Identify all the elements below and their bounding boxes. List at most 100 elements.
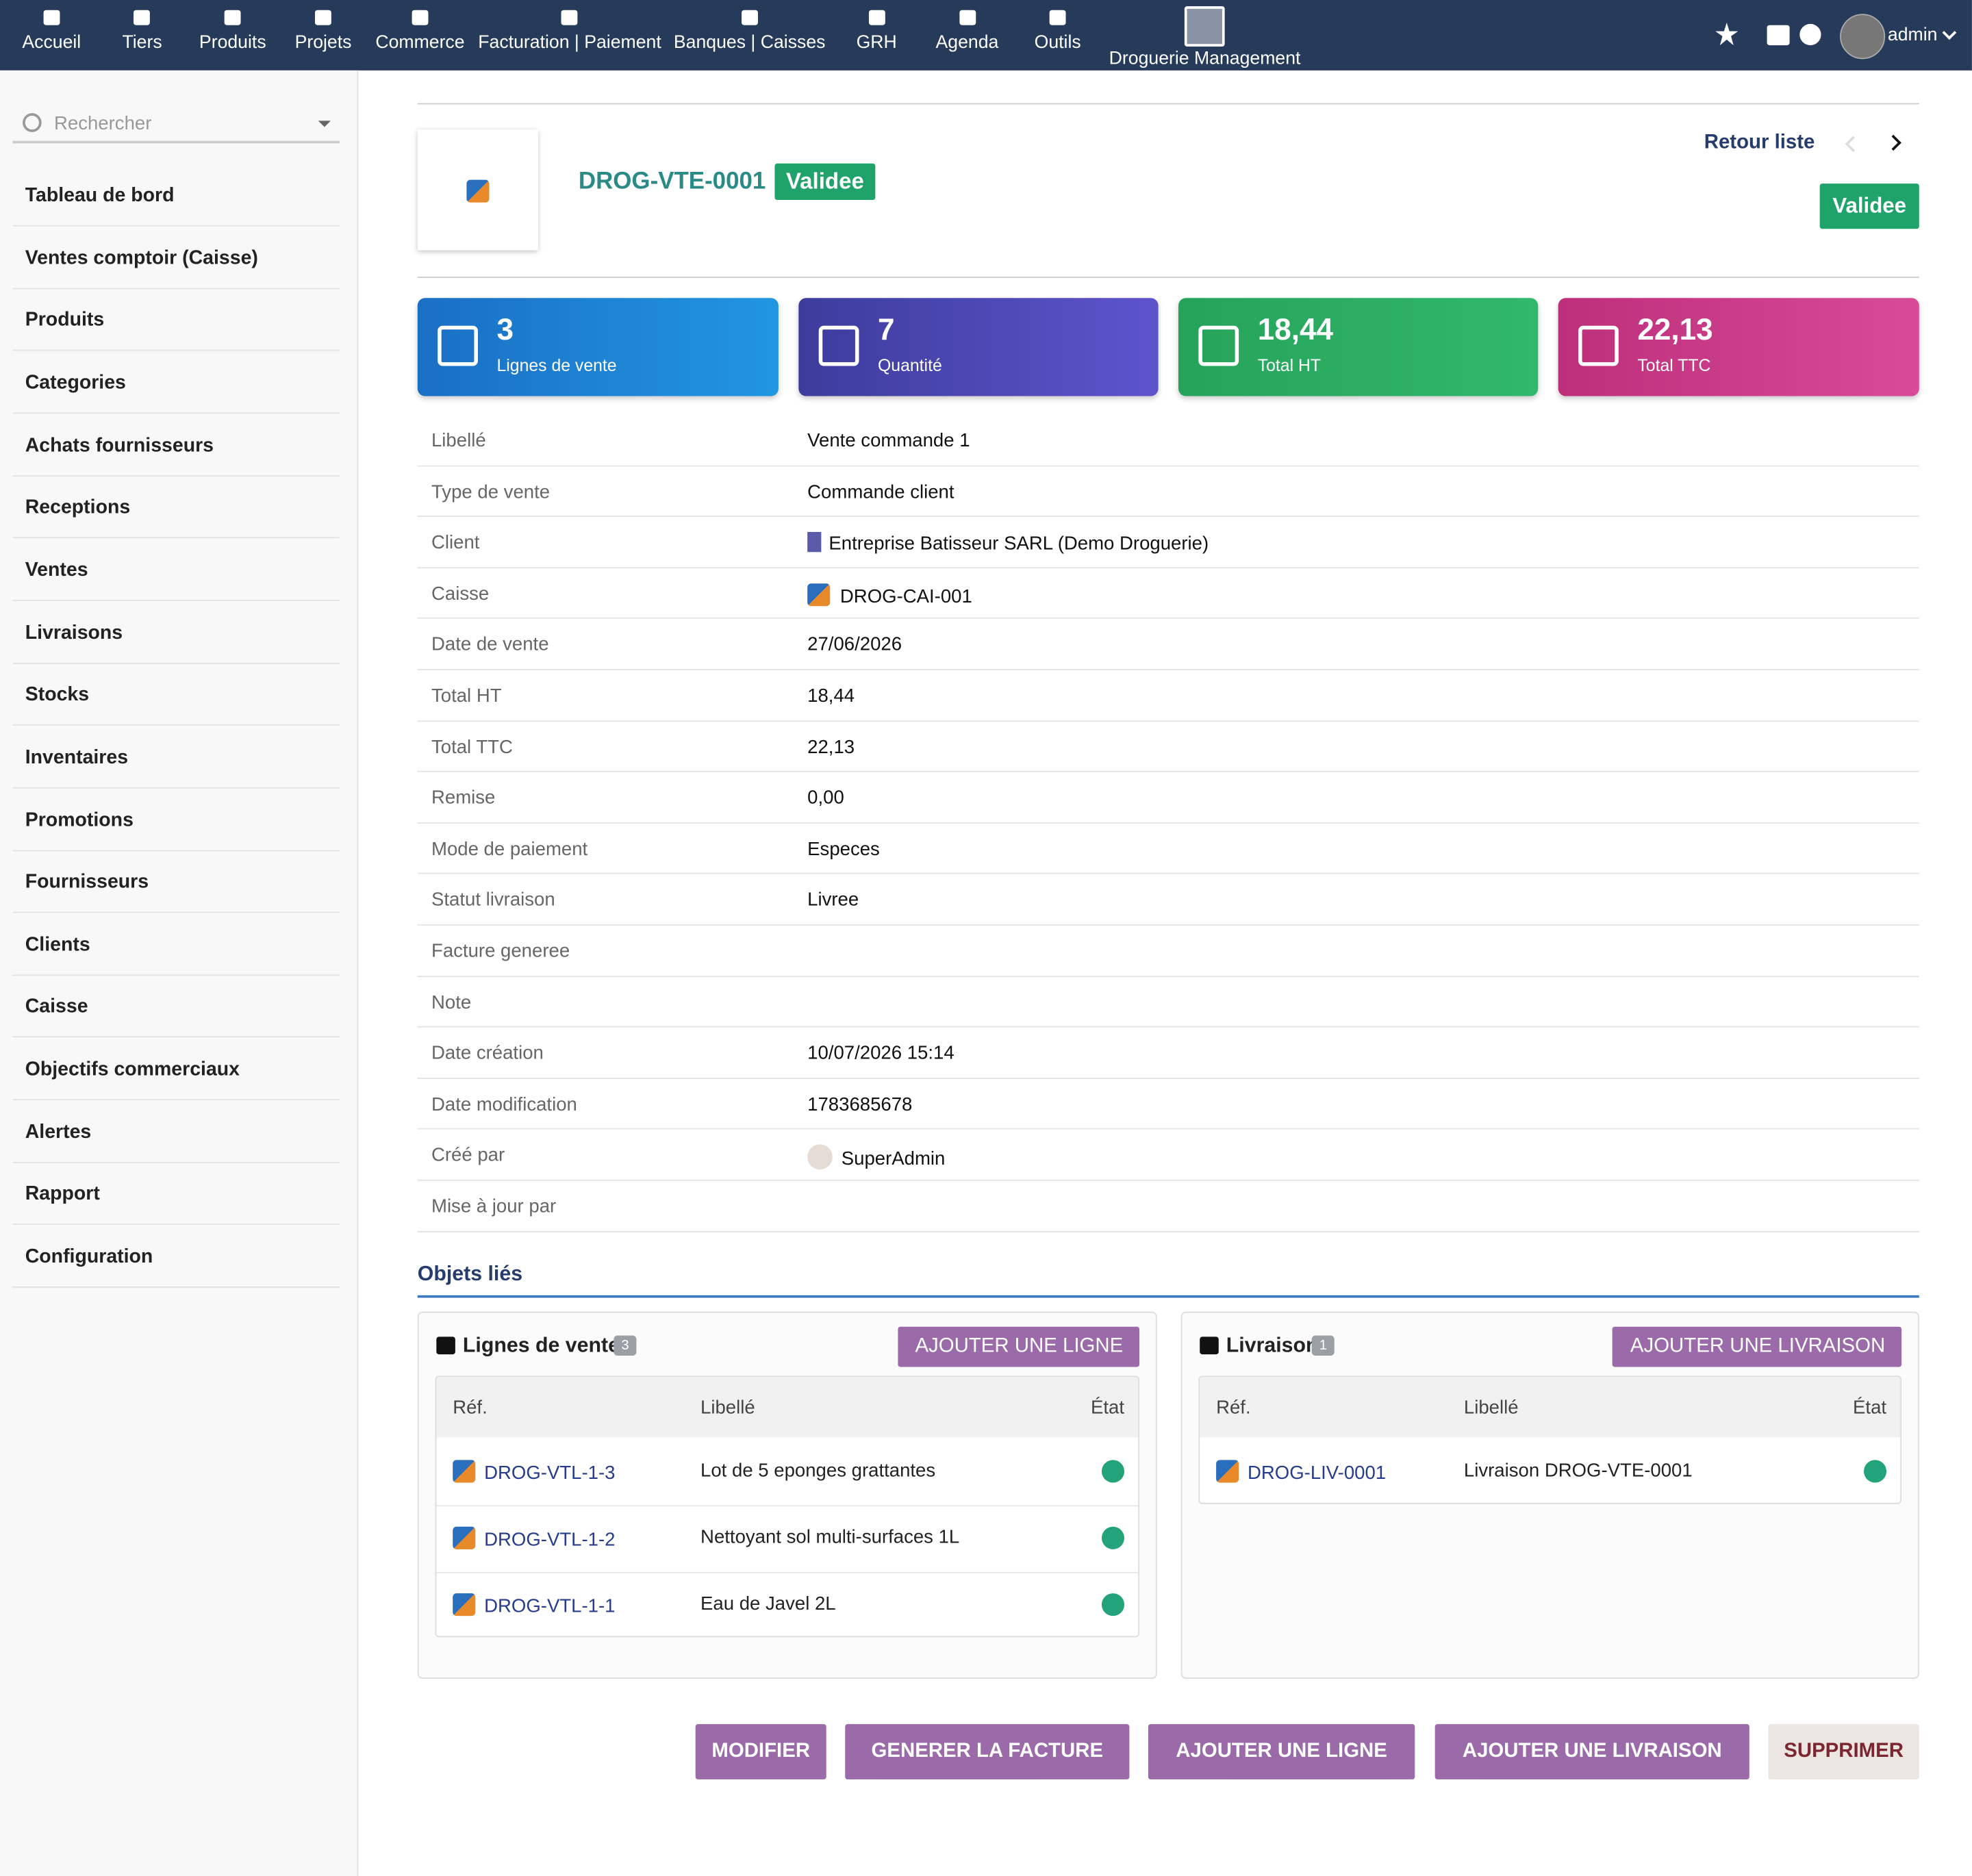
sidebar-item[interactable]: Promotions [12,789,340,851]
nav-item[interactable]: Commerce [375,10,465,53]
row-ref[interactable]: DROG-VTL-1-1 [453,1593,615,1617]
nav-item[interactable]: Produits [199,10,266,53]
row-ref[interactable]: DROG-LIV-0001 [1216,1460,1386,1484]
field-value: 1783685678 [807,1094,912,1115]
next-arrow[interactable] [1885,134,1901,151]
row-icon [1216,1460,1239,1483]
field-value: 10/07/2026 15:14 [807,1043,954,1064]
avatar[interactable] [1840,14,1886,60]
user-name[interactable]: admin [1887,25,1938,46]
field-value: 18,44 [807,685,855,707]
field-value: 0,00 [807,787,844,809]
panel-add-button[interactable]: AJOUTER UNE LIGNE [897,1326,1140,1367]
row-ref[interactable]: DROG-VTL-1-3 [453,1460,615,1484]
field-text: 22,13 [807,736,855,758]
sidebar-item[interactable]: Rapport [12,1164,340,1226]
nav-label: Agenda [935,32,999,53]
column-header: Réf. [453,1397,488,1419]
row-ref[interactable]: DROG-VTL-1-2 [453,1526,615,1551]
sidebar-item[interactable]: Alertes [12,1101,340,1163]
nav-icon [741,10,758,25]
field-row: Type de vente Commande client [417,466,1919,518]
nav-item[interactable]: Projets [295,10,351,53]
field-value: Commande client [807,481,954,503]
sidebar-item[interactable]: Receptions [12,477,340,539]
nav-item[interactable]: Droguerie Management [1109,6,1300,69]
sidebar-item[interactable]: Tableau de bord [12,165,340,227]
logo-icon [466,179,490,203]
field-value[interactable]: Entreprise Batisseur SARL (Demo Drogueri… [807,532,1209,555]
field-label: Libellé [431,430,486,452]
active-marker [1197,63,1213,78]
header-rule [417,277,1919,278]
field-label: Facture generee [431,940,570,963]
panel-table: Réf. Libellé État DROG-VTL-1-3 Lot de 5 epon… [435,1376,1140,1638]
sidebar-item[interactable]: Ventes [12,540,340,601]
panel-count: 1 [1311,1335,1335,1356]
nav-icon [412,10,429,25]
help-icon[interactable] [1799,23,1821,46]
field-text: SuperAdmin [841,1148,946,1170]
action-button[interactable]: AJOUTER UNE LIGNE [1148,1724,1415,1779]
sidebar-item[interactable]: Categories [12,352,340,414]
nav-item[interactable]: Outils [1035,10,1081,53]
button-label: AJOUTER UNE LIVRAISON [1462,1740,1722,1762]
panel-add-button[interactable]: AJOUTER UNE LIVRAISON [1613,1326,1902,1367]
stat-value: 3 [496,313,514,347]
button-label: GENERER LA FACTURE [871,1740,1104,1762]
sidebar-item[interactable]: Livraisons [12,602,340,663]
status-button[interactable]: Validee [1819,183,1919,229]
field-label: Date modification [431,1093,577,1115]
nav-icon [43,10,60,25]
field-value[interactable]: SuperAdmin [807,1145,945,1170]
field-text: Livree [807,889,859,911]
field-label: Total HT [431,685,502,707]
sidebar-item[interactable]: Stocks [12,664,340,726]
nav-item[interactable]: Facturation | Paiement [478,10,661,53]
header-rule [417,103,1919,105]
panel-table: Réf. Libellé État DROG-LIV-0001 Livraison DR… [1198,1376,1902,1504]
field-label: Mode de paiement [431,838,588,860]
action-button[interactable]: MODIFIER [695,1724,826,1779]
stat-label: Total HT [1257,355,1322,375]
prev-arrow[interactable] [1845,136,1862,152]
nav-item[interactable]: Agenda [935,10,999,53]
field-text: Especes [807,838,880,860]
sidebar-item[interactable]: Produits [12,290,340,351]
action-button[interactable]: GENERER LA FACTURE [845,1724,1130,1779]
top-bar: Accueil Tiers Produits Projets Commerce Factu… [0,0,1972,78]
nav-label: Outils [1034,32,1081,53]
nav-item[interactable]: Tiers [122,10,162,53]
sidebar-item[interactable]: Fournisseurs [12,852,340,913]
field-row: Client Entreprise Batisseur SARL (Demo Dr… [417,517,1919,568]
stat-icon [438,325,478,366]
sidebar-item[interactable]: Inventaires [12,726,340,789]
sidebar-item[interactable]: Objectifs commerciaux [12,1039,340,1101]
sidebar-item[interactable]: Clients [12,914,340,976]
sidebar-item[interactable]: Achats fournisseurs [12,414,340,477]
nav-item[interactable]: GRH [857,10,897,53]
row-icon [453,1526,476,1549]
sidebar-item[interactable]: Ventes comptoir (Caisse) [12,227,340,289]
back-link[interactable]: Retour liste [1704,131,1815,154]
action-button[interactable]: SUPPRIMER [1768,1724,1919,1779]
object-ref: DROG-VTE-0001 [578,168,766,195]
search-box[interactable]: Rechercher [12,103,340,144]
sidebar-item[interactable]: Configuration [12,1226,340,1288]
field-label: Client [431,532,480,554]
nav-item[interactable]: Banques | Caisses [674,10,825,53]
field-label: Statut livraison [431,889,555,911]
print-icon[interactable] [1767,25,1790,46]
action-button[interactable]: AJOUTER UNE LIVRAISON [1434,1724,1749,1779]
row-icon [453,1593,476,1617]
button-label: SUPPRIMER [1784,1740,1904,1762]
star-icon[interactable] [1715,23,1739,46]
row-label: Eau de Javel 2L [700,1593,836,1615]
nav-item[interactable]: Accueil [22,10,81,53]
column-header: Réf. [1216,1397,1251,1419]
stat-label: Lignes de vente [496,355,617,375]
field-value[interactable]: DROG-CAI-001 [807,583,972,607]
sidebar-item[interactable]: Caisse [12,976,340,1039]
nav-icon [868,10,885,25]
button-label: AJOUTER UNE LIGNE [1176,1740,1387,1762]
